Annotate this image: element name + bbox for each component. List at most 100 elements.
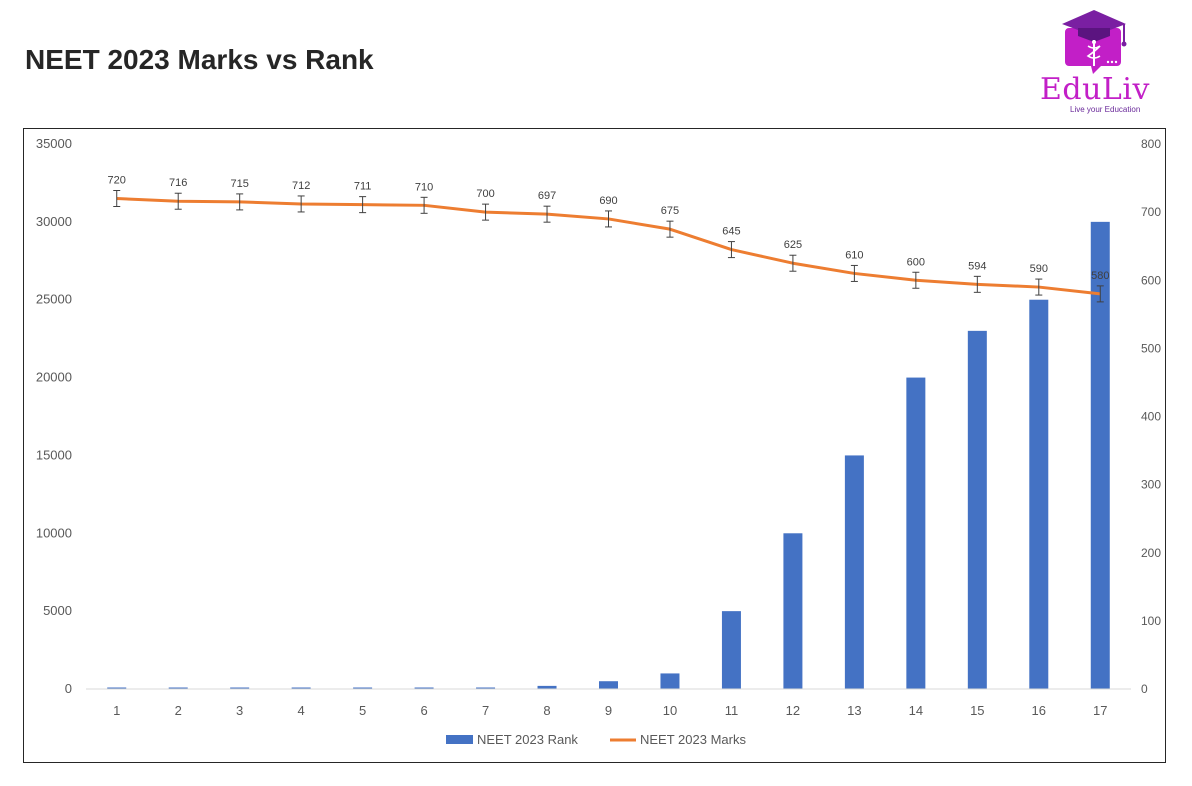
error-bar <box>727 241 735 259</box>
chart-frame: 0 5000 10000 15000 20000 25000 30000 35000 0 100… <box>23 128 1166 763</box>
x-tick-label: 4 <box>298 703 305 718</box>
right-tick-label: 600 <box>1141 273 1161 287</box>
right-tick-label: 700 <box>1141 205 1161 219</box>
left-tick-label: 15000 <box>36 447 72 462</box>
error-bar <box>605 210 612 228</box>
error-bar <box>359 196 367 214</box>
x-tick-label: 11 <box>725 703 739 718</box>
marks-data-label: 625 <box>784 239 802 251</box>
eduliv-logo: EduLiv Live your Education <box>1036 6 1156 120</box>
error-bar <box>113 190 121 207</box>
marks-data-label: 710 <box>415 181 433 193</box>
error-bar <box>543 205 551 223</box>
rank-bar <box>291 687 311 689</box>
page-title: NEET 2023 Marks vs Rank <box>25 44 374 75</box>
rank-bar <box>353 687 373 689</box>
error-bar <box>420 196 428 214</box>
marks-data-label: 580 <box>1091 270 1109 282</box>
marks-data-label: 590 <box>1030 263 1048 275</box>
x-tick-label: 8 <box>543 703 550 718</box>
left-tick-label: 25000 <box>36 292 72 307</box>
left-tick-label: 20000 <box>36 370 72 385</box>
marks-data-label: 700 <box>476 188 494 200</box>
rank-bar <box>660 673 680 689</box>
marks-data-label: 610 <box>845 249 863 261</box>
mortarboard-icon <box>1062 10 1127 74</box>
rank-bar <box>1029 299 1049 689</box>
error-bar <box>850 264 858 282</box>
rank-bar <box>168 687 188 689</box>
error-bar <box>174 192 182 210</box>
marks-data-label: 600 <box>907 256 925 268</box>
rank-bar <box>107 687 127 689</box>
right-tick-label: 0 <box>1141 682 1148 696</box>
error-bar <box>666 220 674 238</box>
left-tick-label: 10000 <box>36 525 72 540</box>
error-bar <box>1035 278 1043 296</box>
marks-data-label: 690 <box>599 195 617 207</box>
x-tick-label: 14 <box>909 703 923 718</box>
rank-bar <box>906 377 926 689</box>
right-tick-label: 800 <box>1141 137 1161 151</box>
error-bar <box>973 275 981 293</box>
legend: NEET 2023 Rank NEET 2023 Marks <box>446 732 746 747</box>
rank-bar <box>537 685 557 689</box>
x-tick-label: 9 <box>605 703 612 718</box>
logo-wordmark: EduLiv <box>1040 72 1150 107</box>
x-tick-label: 1 <box>113 703 120 718</box>
right-tick-label: 500 <box>1141 341 1161 355</box>
rank-bar <box>230 687 250 689</box>
marks-data-label: 594 <box>968 260 986 272</box>
marks-data-label: 716 <box>169 177 187 189</box>
x-tick-label: 13 <box>847 703 861 718</box>
marks-data-label: 712 <box>292 180 310 192</box>
legend-swatch-rank <box>446 735 473 744</box>
marks-data-label: 675 <box>661 205 679 217</box>
right-tick-label: 200 <box>1141 546 1161 560</box>
rank-bar <box>599 681 618 689</box>
legend-label-marks: NEET 2023 Marks <box>640 732 746 747</box>
error-bar <box>789 254 797 272</box>
right-tick-label: 400 <box>1141 410 1161 424</box>
marks-data-label: 720 <box>108 175 126 187</box>
rank-bar <box>1090 221 1110 689</box>
rank-bar <box>967 330 987 689</box>
rank-bar <box>476 687 496 689</box>
right-axis-ticks: 0 100 200 300 400 500 600 700 800 <box>1141 137 1161 696</box>
x-tick-label: 2 <box>175 703 182 718</box>
x-tick-label: 3 <box>236 703 243 718</box>
left-tick-label: 30000 <box>36 214 72 229</box>
error-bar <box>236 193 244 211</box>
error-bar <box>912 271 920 289</box>
marks-data-label: 697 <box>538 190 556 202</box>
left-tick-label: 0 <box>65 681 72 696</box>
marks-data-label: 715 <box>230 178 248 190</box>
right-tick-label: 100 <box>1141 614 1161 628</box>
x-tick-label: 10 <box>663 703 677 718</box>
left-axis-ticks: 0 5000 10000 15000 20000 25000 30000 35000 <box>36 136 72 696</box>
x-tick-label: 5 <box>359 703 366 718</box>
legend-label-rank: NEET 2023 Rank <box>477 732 578 747</box>
error-bar <box>482 203 490 221</box>
logo-tagline: Live your Education <box>1070 105 1141 114</box>
x-tick-label: 12 <box>786 703 800 718</box>
error-bar <box>297 195 305 213</box>
error-bar <box>1096 285 1104 303</box>
x-tick-label: 17 <box>1093 703 1107 718</box>
rank-bar <box>783 533 803 689</box>
x-tick-label: 16 <box>1032 703 1046 718</box>
x-tick-label: 7 <box>482 703 489 718</box>
marks-data-label: 645 <box>722 226 740 238</box>
rank-bar <box>844 455 864 689</box>
left-tick-label: 35000 <box>36 136 72 151</box>
left-tick-label: 5000 <box>43 603 72 618</box>
x-tick-label: 6 <box>420 703 427 718</box>
x-tick-label: 15 <box>970 703 984 718</box>
marks-line-layer: 720 716 715 712 711 710 700 697 690 675 645 625 610 6… <box>108 175 1109 303</box>
rank-bar <box>414 687 434 689</box>
rank-bar <box>721 611 741 689</box>
x-axis-ticks: 1 2 3 4 5 6 7 8 9 10 11 12 13 14 15 16 17 <box>113 703 1107 718</box>
right-tick-label: 300 <box>1141 478 1161 492</box>
